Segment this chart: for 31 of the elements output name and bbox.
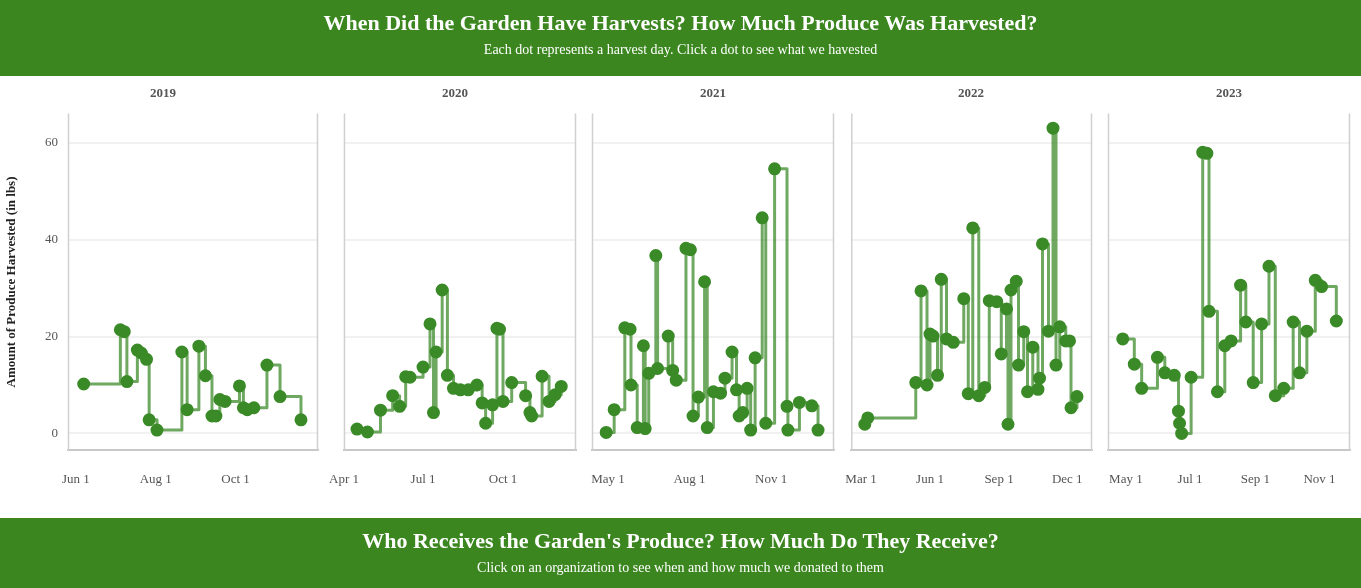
x-tick-label: Dec 1 [1051,470,1083,486]
y-tick-label: 40 [45,231,58,247]
chart-title: 2019 [150,85,177,101]
x-tick-label: Sep 1 [1240,470,1270,486]
y-tick-label: 0 [51,424,58,440]
x-tick-label: Nov 1 [754,470,788,486]
x-tick-label: Nov 1 [1303,470,1336,486]
text: When Did the Garden Have Harvests? How Much Produce Was Harvested? [322,10,1039,36]
y-tick-label: 60 [45,134,58,150]
x-tick-label: Jun 1 [61,470,90,486]
y-tick-label: 20 [45,327,58,343]
chart-title: 2021 [700,85,726,101]
x-tick-label: Jun 1 [916,470,944,486]
x-tick-label: Sep 1 [984,470,1014,486]
x-tick-label: Jul 1 [1177,470,1203,486]
chart-title: 2023 [1216,85,1243,101]
chart-title: 2020 [442,85,468,101]
text: Each dot represents a harvest day. Click a dot to see what we havested [482,42,879,58]
x-tick-label: Apr 1 [329,470,359,486]
x-tick-label: Oct 1 [488,470,518,486]
x-tick-label: Jul 1 [410,470,436,486]
text: Click on an organization to see when and how much we donated to them [476,560,885,576]
x-tick-label: May 1 [1109,470,1143,486]
text: Who Receives the Garden's Produce? How Much Do They Receive? [361,528,1000,554]
x-tick-label: May 1 [591,470,625,486]
x-tick-label: Aug 1 [673,470,706,486]
x-tick-label: Aug 1 [139,470,172,486]
chart-title: 2022 [958,85,984,101]
y-axis-title: Amount of Produce Harvested (in lbs) [3,176,19,388]
x-tick-label: Mar 1 [845,470,877,486]
x-tick-label: Oct 1 [221,470,250,486]
